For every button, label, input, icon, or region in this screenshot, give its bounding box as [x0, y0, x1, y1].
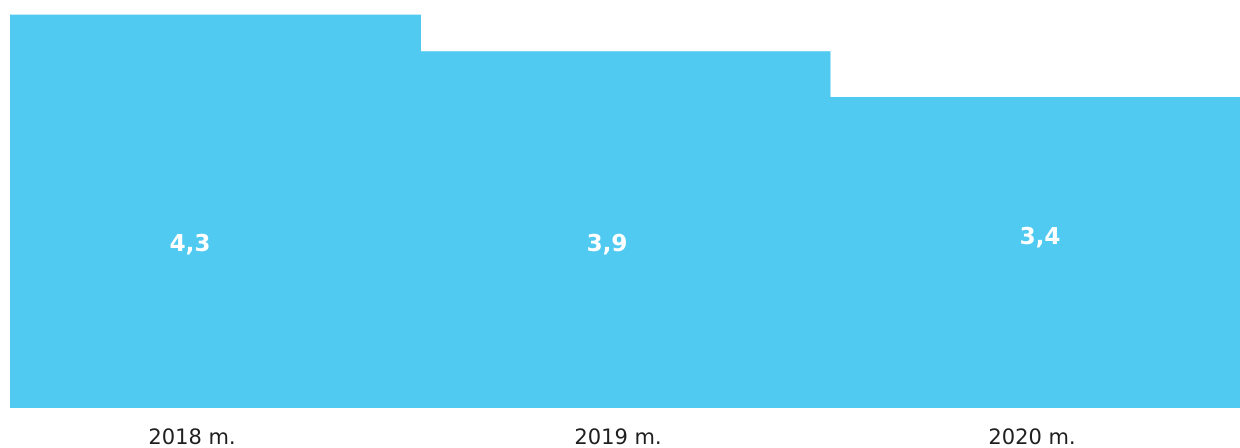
bar-3 — [829, 96, 1240, 408]
bar-value-label: 3,4 — [1020, 224, 1061, 250]
category-label: 2019 m. — [574, 425, 661, 448]
bar-1 — [10, 14, 421, 408]
bar-2 — [419, 51, 831, 408]
category-label: 2018 m. — [148, 425, 235, 448]
bar-value-label: 3,9 — [587, 231, 628, 257]
category-label: 2020 m. — [988, 425, 1075, 448]
bars-group — [10, 14, 1240, 408]
value-labels-group: 4,3 3,9 3,4 — [170, 224, 1061, 257]
category-labels-group: 2018 m. 2019 m. 2020 m. — [148, 425, 1075, 448]
bar-value-label: 4,3 — [170, 231, 211, 257]
